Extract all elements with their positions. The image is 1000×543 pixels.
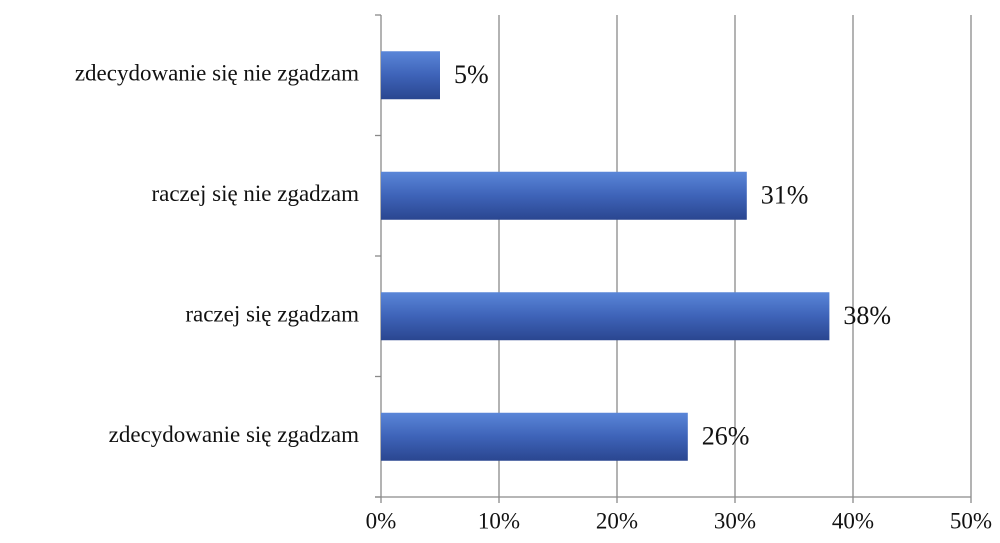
- x-tick-label: 40%: [832, 508, 874, 533]
- data-label: 5%: [454, 60, 489, 89]
- x-tick-label: 10%: [478, 508, 520, 533]
- bar: [381, 412, 688, 461]
- y-tick-label: zdecydowanie się zgadzam: [109, 422, 359, 447]
- y-tick-label: raczej się nie zgadzam: [151, 181, 359, 206]
- x-tick-label: 0%: [366, 508, 397, 533]
- bar: [381, 292, 830, 341]
- y-tick-label: raczej się zgadzam: [185, 302, 359, 327]
- x-tick-label: 50%: [950, 508, 992, 533]
- data-label: 26%: [702, 422, 750, 451]
- bar: [381, 171, 747, 220]
- data-label: 31%: [761, 181, 809, 210]
- x-tick-label: 30%: [714, 508, 756, 533]
- x-tick-label: 20%: [596, 508, 638, 533]
- y-tick-label: zdecydowanie się nie zgadzam: [75, 61, 359, 86]
- data-label: 38%: [843, 301, 891, 330]
- bar: [381, 51, 440, 100]
